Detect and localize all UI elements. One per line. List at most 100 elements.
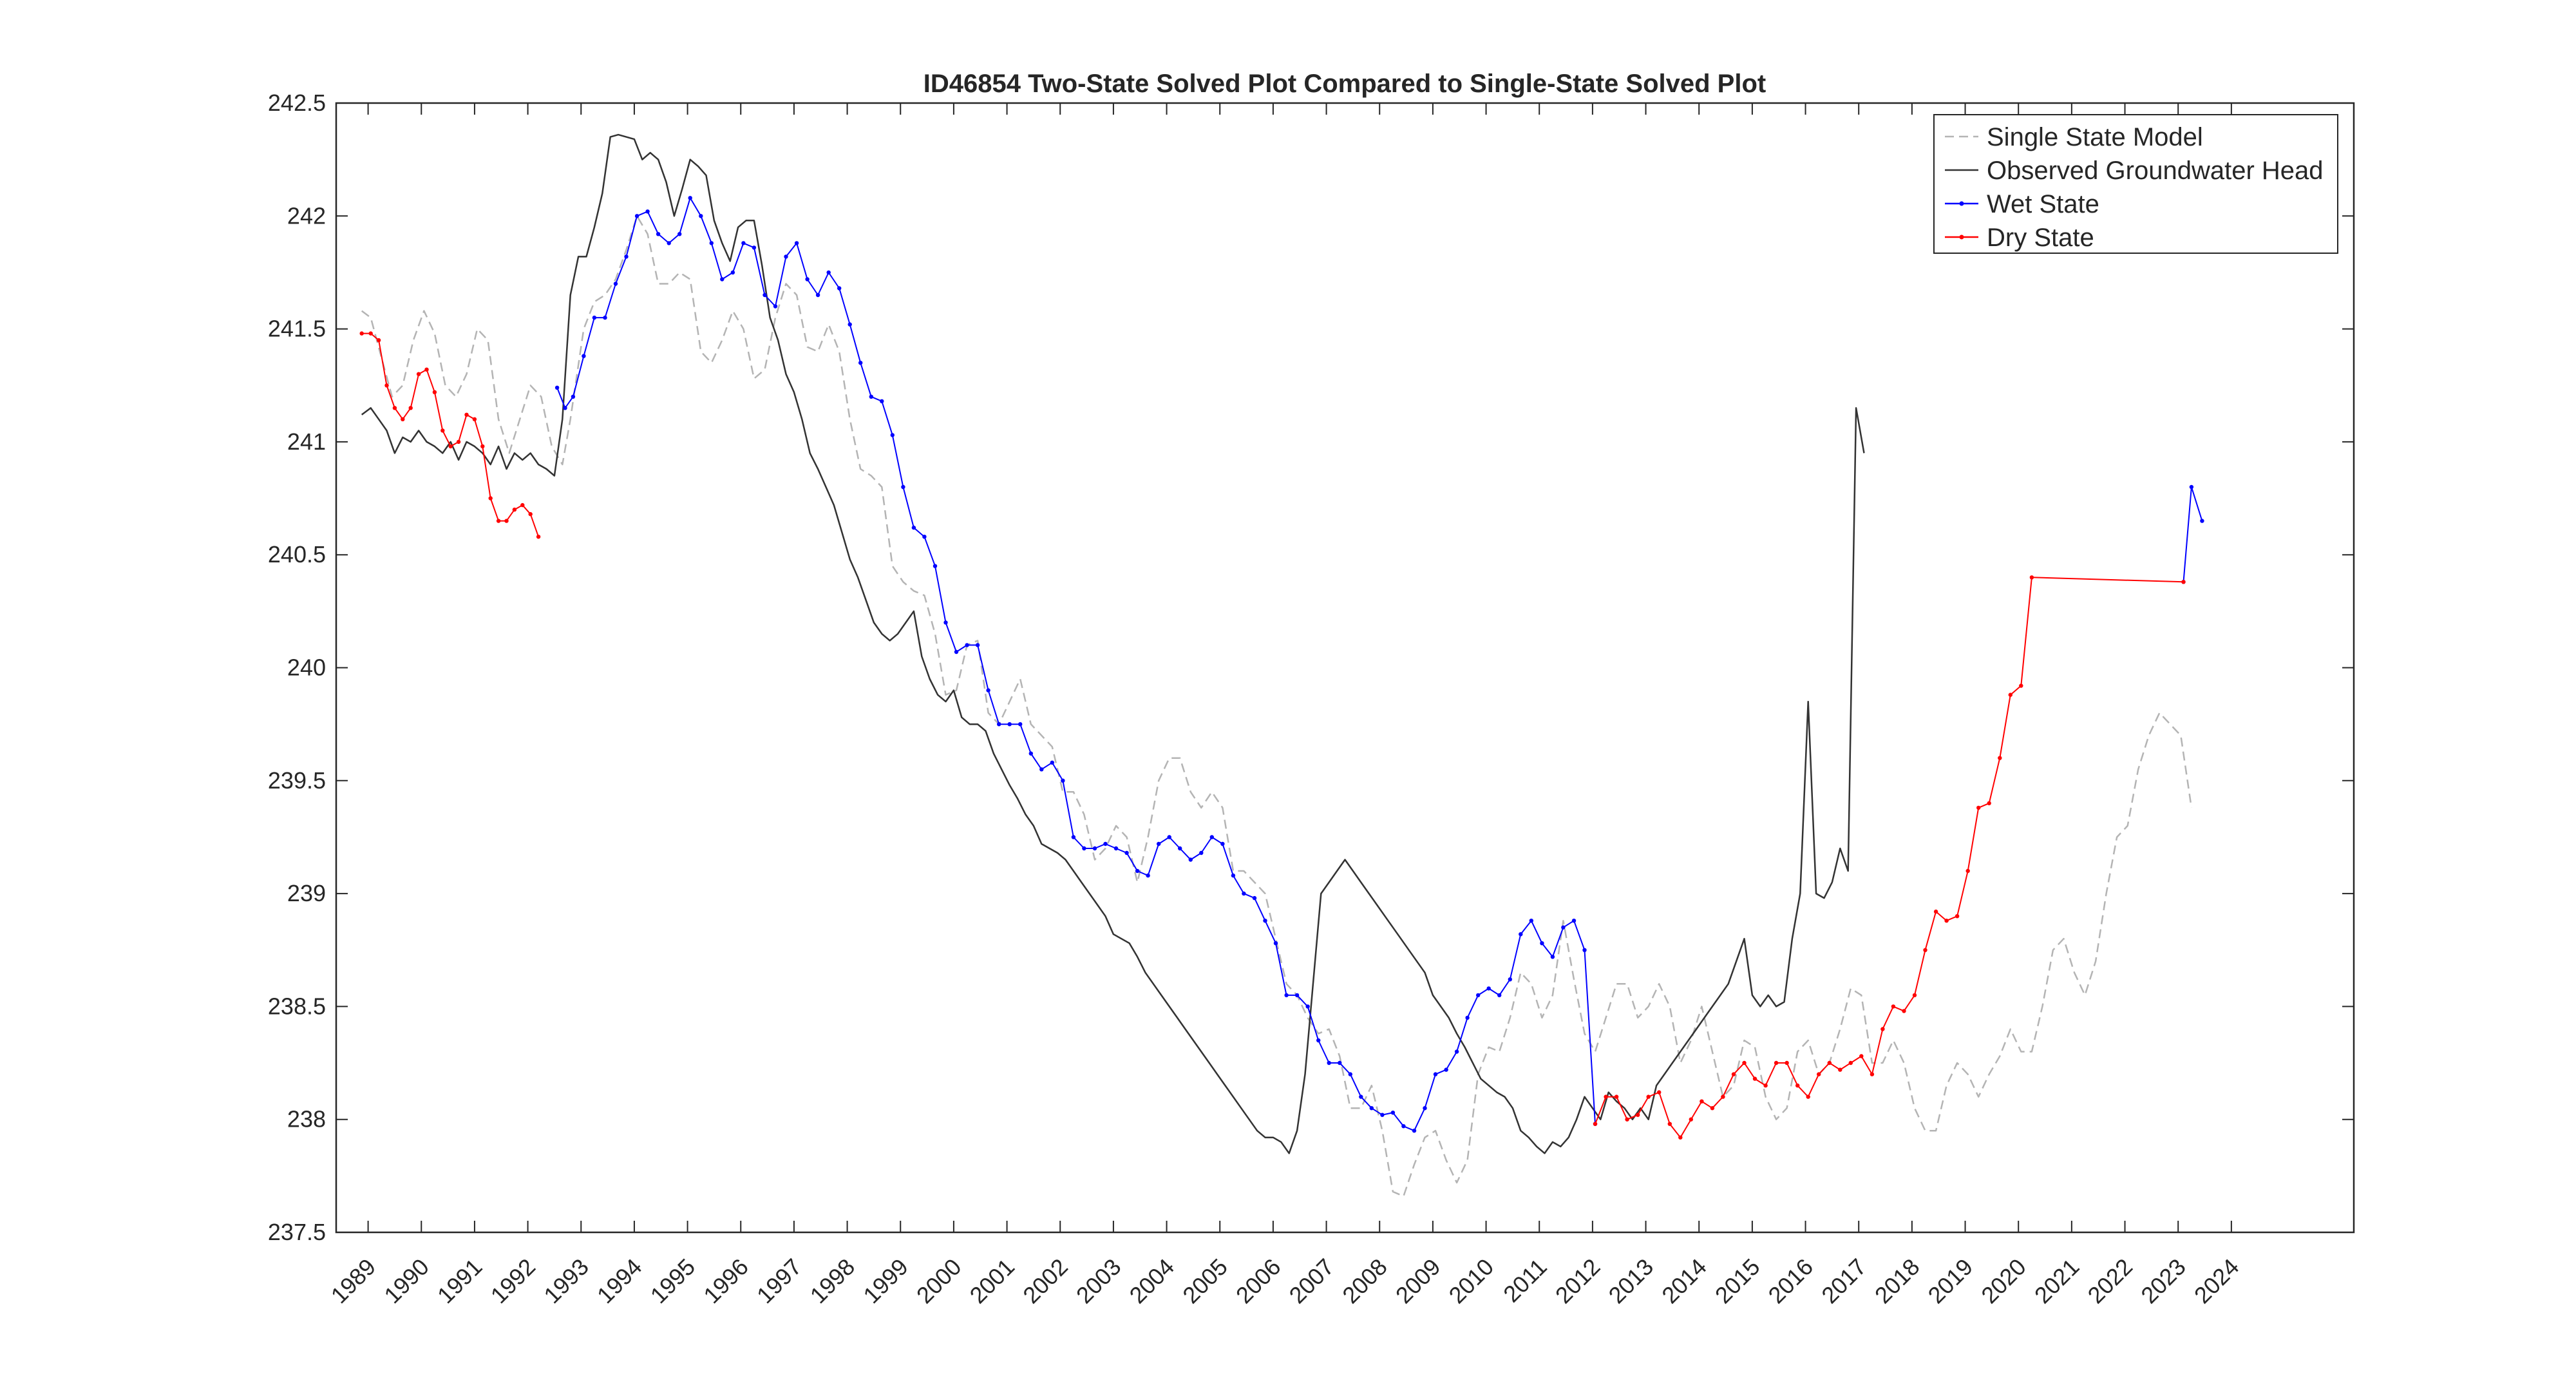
data-point-wet-state xyxy=(1146,873,1150,878)
data-point-wet-state xyxy=(1423,1106,1427,1111)
data-point-dry-state xyxy=(368,331,373,336)
data-point-dry-state xyxy=(1987,801,1991,806)
y-tick-label: 240 xyxy=(287,655,326,681)
data-point-dry-state xyxy=(432,390,437,394)
data-point-wet-state xyxy=(1061,778,1065,783)
data-point-dry-state xyxy=(1721,1094,1725,1099)
data-point-dry-state xyxy=(504,519,509,523)
data-point-wet-state xyxy=(773,304,778,309)
data-point-wet-state xyxy=(752,245,757,250)
data-point-wet-state xyxy=(730,270,735,275)
data-point-wet-state xyxy=(1157,841,1161,846)
data-point-wet-state xyxy=(1199,850,1204,855)
data-point-dry-state xyxy=(1976,805,1981,810)
legend-box xyxy=(1933,114,2338,254)
data-point-wet-state xyxy=(1519,932,1523,937)
data-point-wet-state xyxy=(1252,895,1257,901)
data-point-dry-state xyxy=(1902,1009,1906,1013)
data-point-wet-state xyxy=(815,292,820,298)
data-point-dry-state xyxy=(1752,1076,1757,1081)
data-point-wet-state xyxy=(720,277,724,282)
data-point-wet-state xyxy=(677,232,682,236)
data-point-dry-state xyxy=(1795,1083,1800,1088)
data-point-wet-state xyxy=(1390,1111,1396,1115)
data-point-dry-state xyxy=(1689,1117,1693,1122)
data-point-wet-state xyxy=(2189,484,2194,490)
y-tick-label: 237.5 xyxy=(268,1219,326,1245)
data-point-wet-state xyxy=(965,643,969,647)
data-point-dry-state xyxy=(1731,1072,1736,1076)
data-point-wet-state xyxy=(1380,1113,1385,1117)
data-point-wet-state xyxy=(794,241,799,245)
data-point-wet-state xyxy=(1135,868,1140,874)
y-tick-label: 242 xyxy=(287,202,326,229)
data-point-dry-state xyxy=(1870,1072,1875,1076)
data-point-wet-state xyxy=(1508,977,1512,982)
data-point-wet-state xyxy=(901,484,905,490)
legend-label-observed-groundwater-head: Observed Groundwater Head xyxy=(1987,157,2324,185)
data-point-dry-state xyxy=(520,502,525,508)
data-point-wet-state xyxy=(1273,941,1278,946)
data-point-wet-state xyxy=(880,399,884,403)
data-point-dry-state xyxy=(2181,580,2186,584)
data-point-dry-state xyxy=(408,406,413,410)
y-tick-label: 242.5 xyxy=(268,90,326,116)
y-tick-label: 240.5 xyxy=(268,541,326,568)
data-point-wet-state xyxy=(1412,1129,1417,1133)
data-point-dry-state xyxy=(401,417,405,421)
data-point-wet-state xyxy=(1167,835,1171,839)
data-point-dry-state xyxy=(440,428,445,433)
series-line-observed-groundwater-head xyxy=(361,133,1865,1154)
data-point-wet-state xyxy=(554,385,560,390)
data-point-wet-state xyxy=(1444,1067,1448,1072)
data-point-wet-state xyxy=(1454,1049,1459,1054)
data-point-wet-state xyxy=(1028,751,1034,756)
data-point-wet-state xyxy=(954,649,959,655)
data-point-wet-state xyxy=(933,564,938,568)
data-point-dry-state xyxy=(1838,1067,1842,1072)
data-point-dry-state xyxy=(496,519,501,523)
data-point-dry-state xyxy=(1827,1060,1832,1065)
y-tick-label: 239 xyxy=(287,880,326,906)
data-point-wet-state xyxy=(784,254,788,259)
data-point-dry-state xyxy=(1965,868,1970,874)
data-point-wet-state xyxy=(1242,891,1246,896)
legend-label-single-state-model: Single State Model xyxy=(1987,123,2203,151)
y-tick-label: 241 xyxy=(287,428,326,455)
data-point-dry-state xyxy=(424,367,429,372)
data-point-wet-state xyxy=(1178,846,1182,851)
data-point-wet-state xyxy=(869,394,874,399)
data-point-dry-state xyxy=(472,417,477,421)
data-point-wet-state xyxy=(1284,993,1289,998)
data-point-wet-state xyxy=(1209,835,1215,839)
data-point-wet-state xyxy=(667,241,671,245)
data-point-wet-state xyxy=(613,282,618,286)
data-point-dry-state xyxy=(1848,1060,1853,1065)
data-point-wet-state xyxy=(645,209,650,214)
data-point-wet-state xyxy=(1305,1004,1310,1009)
data-point-dry-state xyxy=(2019,683,2023,688)
data-point-wet-state xyxy=(943,620,948,625)
data-point-wet-state xyxy=(741,241,746,245)
data-point-dry-state xyxy=(1667,1122,1672,1126)
data-point-wet-state xyxy=(571,394,576,399)
data-point-dry-state xyxy=(1710,1106,1715,1111)
data-point-wet-state xyxy=(922,535,927,539)
data-point-dry-state xyxy=(512,507,517,512)
data-point-wet-state xyxy=(762,292,767,298)
data-point-dry-state xyxy=(2029,575,2034,580)
data-point-wet-state xyxy=(826,270,831,275)
data-point-wet-state xyxy=(1582,948,1587,953)
data-point-dry-state xyxy=(1955,914,1960,919)
data-point-dry-state xyxy=(480,444,485,449)
data-point-wet-state xyxy=(709,241,714,245)
y-tick-label: 238 xyxy=(287,1106,326,1132)
data-point-dry-state xyxy=(1859,1054,1864,1058)
data-point-wet-state xyxy=(582,354,586,358)
legend-marker-dry-state xyxy=(1959,234,1964,240)
data-point-wet-state xyxy=(858,361,863,365)
data-point-wet-state xyxy=(1124,850,1129,855)
data-point-wet-state xyxy=(624,254,629,259)
data-point-dry-state xyxy=(1891,1004,1896,1009)
data-point-dry-state xyxy=(1944,919,1949,923)
